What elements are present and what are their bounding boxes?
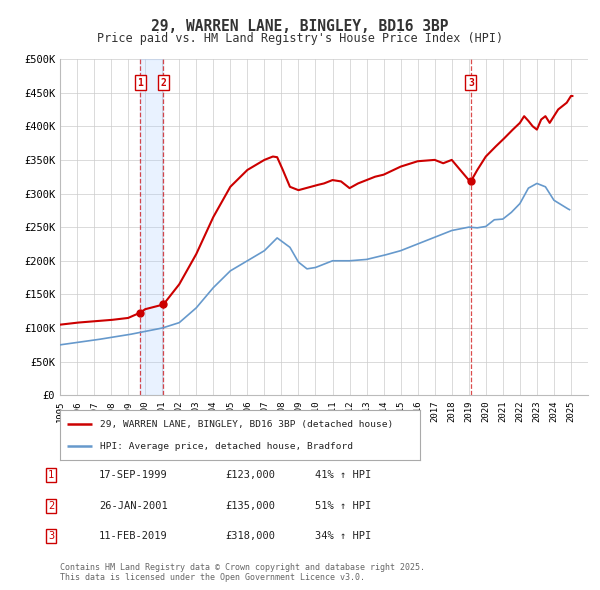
Text: Contains HM Land Registry data © Crown copyright and database right 2025.
This d: Contains HM Land Registry data © Crown c… [60, 563, 425, 582]
Text: £318,000: £318,000 [225, 532, 275, 541]
Text: £123,000: £123,000 [225, 470, 275, 480]
Text: 2: 2 [160, 77, 166, 87]
Text: 29, WARREN LANE, BINGLEY, BD16 3BP (detached house): 29, WARREN LANE, BINGLEY, BD16 3BP (deta… [100, 419, 393, 428]
Text: 2: 2 [48, 501, 54, 510]
Text: 26-JAN-2001: 26-JAN-2001 [99, 501, 168, 510]
Text: 51% ↑ HPI: 51% ↑ HPI [315, 501, 371, 510]
Text: 1: 1 [48, 470, 54, 480]
Text: HPI: Average price, detached house, Bradford: HPI: Average price, detached house, Brad… [100, 442, 353, 451]
Text: 1: 1 [137, 77, 143, 87]
Text: 17-SEP-1999: 17-SEP-1999 [99, 470, 168, 480]
Text: 11-FEB-2019: 11-FEB-2019 [99, 532, 168, 541]
Bar [140, 59, 163, 395]
Text: 41% ↑ HPI: 41% ↑ HPI [315, 470, 371, 480]
Text: 34% ↑ HPI: 34% ↑ HPI [315, 532, 371, 541]
Text: 29, WARREN LANE, BINGLEY, BD16 3BP: 29, WARREN LANE, BINGLEY, BD16 3BP [151, 19, 449, 34]
Text: £135,000: £135,000 [225, 501, 275, 510]
Text: 3: 3 [48, 532, 54, 541]
Text: 3: 3 [468, 77, 474, 87]
Text: Price paid vs. HM Land Registry's House Price Index (HPI): Price paid vs. HM Land Registry's House … [97, 32, 503, 45]
